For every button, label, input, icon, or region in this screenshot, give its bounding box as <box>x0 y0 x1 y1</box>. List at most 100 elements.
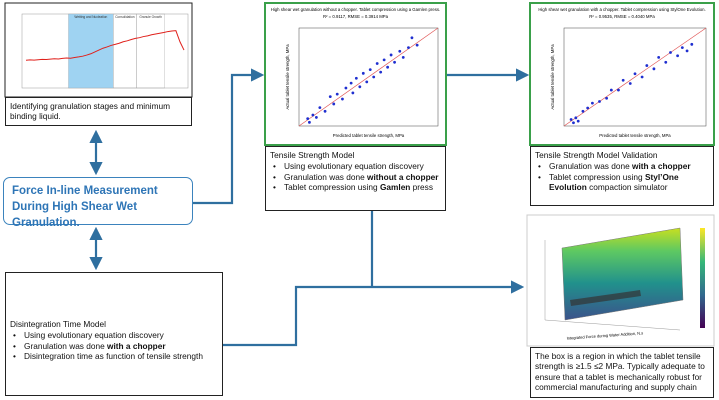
arrow <box>193 68 265 205</box>
data-point <box>365 80 369 84</box>
data-point <box>410 36 414 40</box>
bullet-text: Styl’One Evolution <box>549 171 679 193</box>
region-plot: Integrated Force during Water Addition, … <box>544 227 705 341</box>
bullet-list: Granulation was done with a chopperTable… <box>535 161 709 192</box>
data-point <box>621 78 625 82</box>
data-point <box>669 51 672 54</box>
stages-caption-box: Identifying granulation stages and minim… <box>5 97 192 126</box>
bullet: Tablet compression using Styl’One Evolut… <box>535 172 709 193</box>
axis <box>544 319 681 331</box>
bullet-text: Gamlen <box>379 182 411 193</box>
data-point <box>680 46 684 49</box>
plot-subtitle: R² = 0.9535, RMSE = 0.4040 MPa <box>589 14 655 19</box>
data-point <box>379 70 383 74</box>
bullet-text: Tablet compression using <box>549 171 645 182</box>
stage-label: Wetting and Nucleation <box>74 15 107 19</box>
data-point <box>354 76 358 80</box>
data-point <box>368 68 372 72</box>
x-axis-label: Predicted tablet tensile strength, MPa <box>333 133 405 138</box>
x-axis-label: Predicted tablet tensile strength, MPa <box>599 133 671 138</box>
tensile-panel <box>264 2 447 146</box>
validation-panel <box>529 2 715 146</box>
bullet-list: Using evolutionary equation discoveryGra… <box>270 161 441 192</box>
data-point <box>605 96 608 100</box>
data-point <box>382 58 386 62</box>
data-point <box>375 62 379 65</box>
y-axis-label: Actual tablet tensile strength, MPa <box>285 44 290 110</box>
data-point <box>318 106 322 110</box>
data-point <box>349 81 353 85</box>
data-point <box>393 60 396 64</box>
bullet-text: with a chopper <box>632 161 691 172</box>
data-point <box>574 116 578 120</box>
bullet-text: Using evolutionary equation discovery <box>284 161 424 172</box>
data-point <box>664 60 668 64</box>
stage-label: Granule Growth <box>139 15 162 19</box>
data-point <box>358 85 362 89</box>
data-point <box>685 49 689 53</box>
bullet-text: Granulation was done <box>549 161 633 172</box>
bullet: Granulation was done with a chopper <box>535 161 709 172</box>
region-box: The box is a region in which the tablet … <box>530 347 714 398</box>
data-point <box>576 119 580 123</box>
target-box <box>570 290 641 306</box>
data-point <box>332 102 336 106</box>
data-point <box>633 72 637 76</box>
plot-title: High shear wet granulation without a cho… <box>271 7 441 12</box>
disintegration-box: Disintegration Time Model Using evolutio… <box>5 272 223 396</box>
plot-title: High shear wet granulation with a choppe… <box>538 7 705 12</box>
stage-region <box>68 13 114 89</box>
box-title: Tensile Strength Model <box>270 150 355 160</box>
data-point <box>344 86 348 90</box>
data-point <box>581 109 585 113</box>
data-point <box>586 106 590 110</box>
tensile-box: Tensile Strength Model Using evolutionar… <box>265 146 446 211</box>
data-point <box>398 49 402 53</box>
bullet-list: Using evolutionary equation discoveryGra… <box>10 330 218 361</box>
bullet-text: press <box>410 182 433 193</box>
data-point <box>572 121 575 125</box>
stage-region <box>136 13 165 89</box>
bullet: Granulation was done without a chopper <box>270 171 441 183</box>
stages-plot: Wetting and Nucleation Consolidation Granu… <box>21 13 189 89</box>
plot-subtitle: R² = 0.9117, RMSE = 0.3914 MPa <box>323 14 389 19</box>
data-point <box>389 53 393 57</box>
data-point <box>361 71 365 75</box>
data-point <box>401 56 405 59</box>
data-point <box>372 75 376 79</box>
data-point <box>591 101 594 105</box>
data-point <box>645 64 649 67</box>
caption: The box is a region in which the tablet … <box>535 351 705 393</box>
identity-line <box>563 27 707 127</box>
validation-box: Tensile Strength Model Validation Granul… <box>530 146 714 206</box>
bullet-text: Tablet compression using <box>284 182 380 193</box>
arrow <box>223 280 525 347</box>
bullet: Disintegration time as function of tensi… <box>10 351 218 362</box>
data-point <box>323 109 327 113</box>
bullet-text: Granulation was done <box>24 340 108 351</box>
plot-frame <box>298 27 439 127</box>
stage-label: Consolidation <box>115 15 135 19</box>
data-point <box>335 92 339 96</box>
data-point <box>690 42 694 46</box>
bullet-text: compaction simulator <box>586 182 668 193</box>
central-label: Force In-line Measurement During High Sh… <box>12 185 158 230</box>
identity-line <box>298 27 439 127</box>
data-point <box>328 95 332 98</box>
data-point <box>341 97 344 101</box>
data-point <box>676 54 679 58</box>
validation-plot: High shear wet granulation with a choppe… <box>538 7 707 138</box>
data-point <box>640 75 644 79</box>
data-point <box>657 56 661 59</box>
box-title: Tensile Strength Model Validation <box>535 150 658 160</box>
data-point <box>351 91 355 95</box>
plot-frame <box>563 27 707 127</box>
bullet-text: Granulation was done <box>284 171 368 182</box>
data-point <box>609 88 613 92</box>
bullet: Tablet compression using Gamlen press <box>270 182 441 193</box>
force-line <box>25 30 185 61</box>
tensile-plot: High shear wet granulation without a cho… <box>271 7 441 138</box>
data-point <box>569 118 573 121</box>
y-axis-label: Actual tablet tensile strength, MPa <box>550 44 555 110</box>
